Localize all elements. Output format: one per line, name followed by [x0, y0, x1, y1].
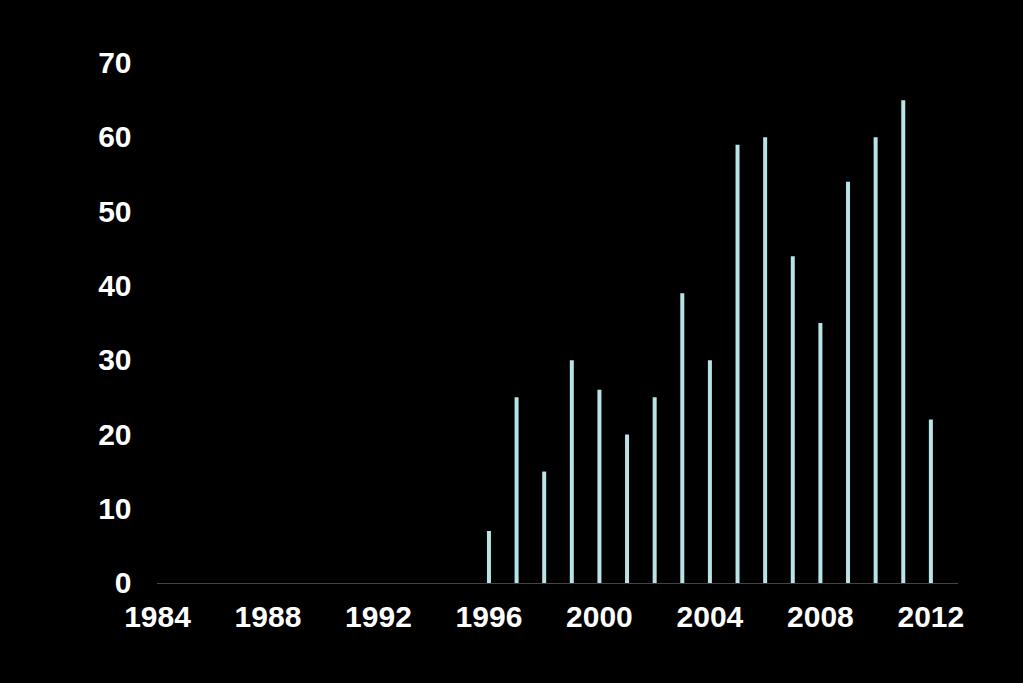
svg-text:1988: 1988 [235, 600, 302, 633]
svg-text:20: 20 [98, 418, 131, 451]
svg-text:2012: 2012 [898, 600, 965, 633]
svg-text:50: 50 [98, 195, 131, 228]
svg-text:2004: 2004 [677, 600, 744, 633]
svg-text:2008: 2008 [787, 600, 854, 633]
svg-text:0: 0 [115, 566, 132, 599]
svg-text:10: 10 [98, 492, 131, 525]
svg-text:1996: 1996 [456, 600, 523, 633]
svg-text:1984: 1984 [124, 600, 191, 633]
svg-text:30: 30 [98, 343, 131, 376]
svg-text:1992: 1992 [345, 600, 412, 633]
svg-text:70: 70 [98, 46, 131, 79]
svg-text:40: 40 [98, 269, 131, 302]
svg-text:2000: 2000 [566, 600, 633, 633]
svg-text:60: 60 [98, 120, 131, 153]
